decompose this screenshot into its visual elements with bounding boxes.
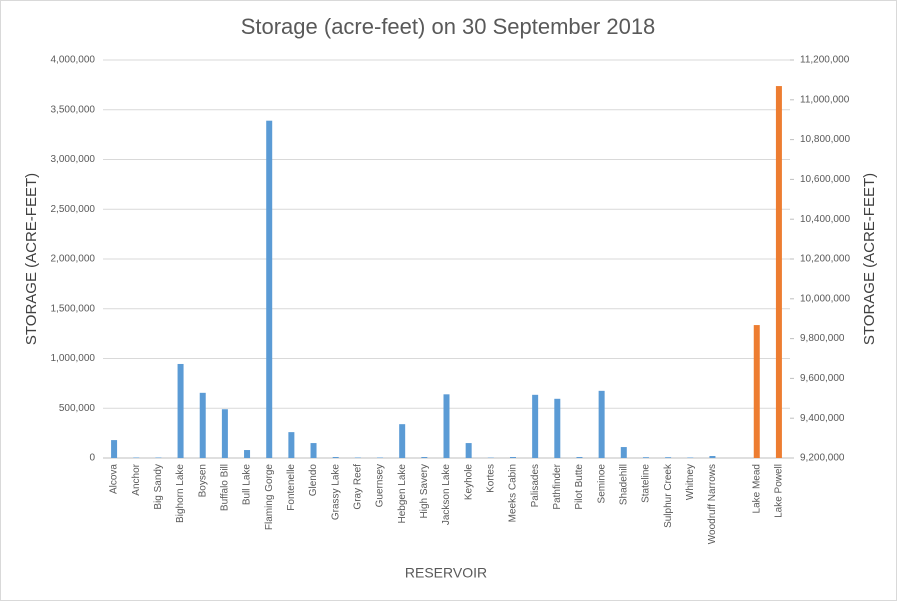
y-tick-label: 2,500,000 [51,204,96,215]
x-tick-label: Bull Lake [242,464,253,506]
bar [509,457,516,458]
y-tick-label: 3,500,000 [51,104,96,115]
bar [199,392,206,458]
y-tick-label: 500,000 [59,403,96,414]
x-tick-label: Seminoe [596,464,607,504]
x-tick-label: Keyhole [463,464,474,501]
bar [421,457,428,458]
y2-tick-label: 11,000,000 [800,94,850,105]
bar [310,443,317,458]
x-tick-label: High Savery [419,464,430,518]
y-tick-label: 3,000,000 [51,154,96,165]
bar [554,398,561,458]
y2-tick-label: 10,000,000 [800,293,850,304]
bar [111,440,118,458]
x-tick-label: Anchor [131,463,142,495]
x-tick-label: Hebgen Lake [397,464,408,524]
y2-tick-label: 9,800,000 [800,333,845,344]
x-tick-label: Big Sandy [153,464,164,510]
x-tick-label: Boysen [197,464,208,497]
chart-title: Storage (acre-feet) on 30 September 2018 [241,14,656,39]
y2-tick-label: 10,400,000 [800,214,850,225]
x-tick-label: Whitney [685,464,696,500]
y-tick-label: 4,000,000 [51,55,96,66]
y-tick-label: 1,500,000 [51,303,96,314]
y2-tick-label: 10,600,000 [800,174,850,185]
y2-tick-label: 9,600,000 [800,373,845,384]
x-tick-label: Flaming Gorge [264,464,275,531]
x-tick-label: Bighorn Lake [175,464,186,523]
x-tick-label: Alcova [109,464,120,494]
y-tick-label: 0 [89,453,95,464]
x-axis-title: RESERVOIR [405,565,487,581]
bar [332,457,339,458]
bar [665,457,672,458]
x-tick-label: Fontenelle [286,464,297,511]
y-axis-title: STORAGE (ACRE-FEET) [23,173,40,345]
y-tick-label: 1,000,000 [51,353,96,364]
bar [576,457,583,458]
x-tick-label: Grassy Lake [330,464,341,521]
bar [177,363,184,458]
y-tick-label: 2,000,000 [51,254,96,265]
x-tick-label: Sulphur Creek [663,463,674,528]
x-tick-label: Buffalo Bill [220,464,231,511]
bar [465,443,472,458]
bar [244,450,251,458]
x-tick-label: Glendo [308,464,319,497]
bar [709,456,716,458]
bar [266,120,273,458]
x-tick-label: Meeks Cabin [508,464,519,522]
x-tick-label: Stateline [641,464,652,503]
bar [598,390,605,458]
x-tick-label: Kortes [485,464,496,493]
y2-tick-label: 10,200,000 [800,254,850,265]
bar [221,409,228,458]
bar [620,447,627,458]
bar [288,432,295,458]
x-tick-label: Pilot Butte [574,464,585,510]
y2-tick-label: 10,800,000 [800,134,850,145]
y2-tick-label: 9,400,000 [800,413,845,424]
bar [532,394,539,458]
bar [399,424,406,458]
x-tick-label: Jackson Lake [441,464,452,526]
y2-axis-title: STORAGE (ACRE-FEET) [861,173,878,345]
bar [775,86,782,458]
y2-tick-label: 9,200,000 [800,453,845,464]
x-tick-label: Pathfinder [552,463,563,509]
bar [443,394,450,458]
x-tick-label: Shadehill [618,464,629,505]
y2-tick-label: 11,200,000 [800,55,850,66]
x-tick-label: Palisades [530,464,541,507]
x-tick-label: Guernsey [375,464,386,507]
bar [753,325,760,458]
bar [642,457,649,458]
x-tick-label: Lake Powell [774,464,785,518]
x-tick-label: Woodruff Narrows [707,464,718,544]
x-tick-label: Gray Reef [352,464,363,510]
x-tick-label: Lake Mead [751,464,762,513]
